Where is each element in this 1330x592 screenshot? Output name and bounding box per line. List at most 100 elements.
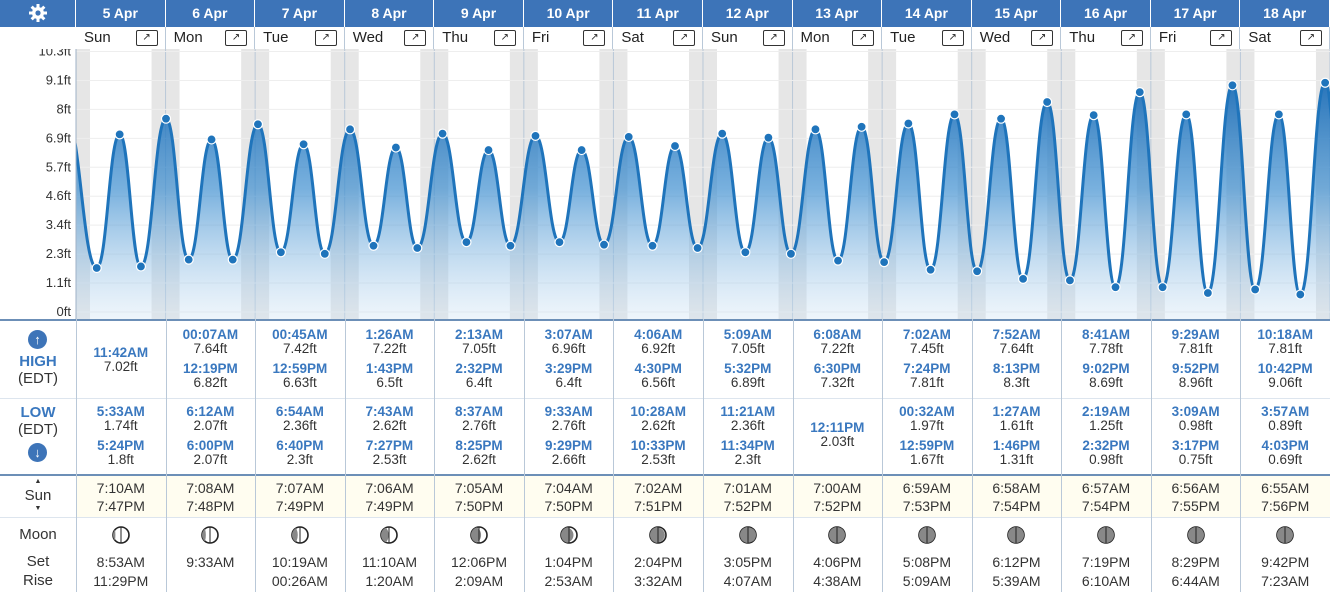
low-tide-time: 9:29PM	[544, 438, 593, 453]
low-top-border	[0, 398, 1330, 399]
high-tide-height: 7.22ft	[372, 341, 407, 356]
sunrise-time: 7:06AM	[365, 480, 414, 496]
weekday-cell: Wed ↗	[344, 27, 435, 49]
expand-day-button[interactable]: ↗	[225, 30, 248, 46]
high-tide-height: 7.22ft	[820, 341, 855, 356]
low-tide-height: 2.76ft	[462, 418, 496, 433]
moon-phase-icon	[828, 526, 847, 544]
weekday-cell: Thu ↗	[434, 27, 524, 49]
date-header-cell: 8 Apr	[344, 0, 435, 27]
high-tide-time: 6:08AM	[813, 327, 862, 342]
tide-point	[740, 247, 751, 258]
weekday-label: Fri	[531, 29, 550, 46]
tide-point	[319, 248, 330, 259]
tide-point	[412, 242, 423, 254]
low-tide-time: 3:09AM	[1171, 404, 1220, 419]
weekday-label: Sat	[621, 29, 644, 46]
high-tide-time: 2:32PM	[455, 361, 503, 376]
moonrise-time: 2:09AM	[454, 573, 504, 589]
sunrise-time: 7:01AM	[723, 480, 772, 496]
expand-icon: ↗	[858, 32, 868, 43]
weekday-cell: Wed ↗	[971, 27, 1062, 49]
weekday-label: Thu	[442, 29, 469, 46]
sunset-time: 7:48PM	[186, 498, 235, 514]
tide-area	[66, 82, 1330, 319]
expand-day-button[interactable]: ↗	[762, 30, 785, 46]
high-tide-height: 8.69ft	[1089, 375, 1123, 390]
moonset-time: 3:05PM	[723, 554, 772, 570]
expand-day-button[interactable]: ↗	[404, 30, 427, 46]
sunrise-time: 7:07AM	[275, 480, 325, 496]
moonrise-time: 6:44AM	[1171, 573, 1220, 589]
sunset-time: 7:52PM	[813, 498, 862, 514]
expand-day-button[interactable]: ↗	[135, 30, 158, 46]
expand-day-button[interactable]: ↗	[583, 30, 606, 46]
moonset-time: 6:12PM	[992, 554, 1041, 570]
tide-point	[275, 247, 286, 258]
high-tide-height: 7.64ft	[999, 341, 1034, 356]
expand-day-button[interactable]: ↗	[852, 30, 875, 46]
low-tide-height: 2.36ft	[730, 418, 765, 433]
table-column-divider	[613, 319, 615, 592]
expand-day-button[interactable]: ↗	[1210, 30, 1233, 46]
y-axis-panel	[0, 49, 76, 319]
high-tide-time: 5:09AM	[723, 327, 772, 342]
expand-icon: ↗	[1038, 32, 1047, 43]
moonset-time: 1:04PM	[544, 554, 593, 570]
moonset-time: 9:42PM	[1261, 554, 1310, 570]
table-column-divider	[971, 319, 973, 592]
low-tide-time: 8:37AM	[455, 404, 504, 419]
table-column-divider	[434, 319, 436, 592]
low-tide-height: 1.8ft	[107, 452, 134, 467]
moonset-time: 4:06PM	[813, 554, 862, 570]
high-tide-time: 5:32PM	[724, 361, 772, 376]
sunrise-time: 7:04AM	[544, 480, 593, 496]
high-tide-height: 7.45ft	[910, 341, 944, 356]
weekday-cell: Mon ↗	[792, 27, 883, 49]
expand-day-button[interactable]: ↗	[1120, 30, 1143, 46]
high-tide-height: 6.4ft	[465, 375, 493, 390]
weekday-cell: Tue ↗	[882, 27, 972, 49]
high-tide-time: 10:42PM	[1257, 361, 1313, 376]
settings-button[interactable]	[0, 0, 76, 27]
moonset-time: 12:06PM	[451, 554, 508, 570]
expand-day-button[interactable]: ↗	[1031, 30, 1054, 46]
sunset-time: 7:53PM	[902, 498, 952, 514]
high-tide-time: 8:41AM	[1082, 327, 1131, 342]
sunset-time: 7:52PM	[723, 498, 772, 514]
low-tide-height: 1.67ft	[910, 452, 944, 467]
low-tide-height: 1.25ft	[1089, 418, 1123, 433]
expand-day-button[interactable]: ↗	[672, 30, 695, 46]
high-tide-height: 6.4ft	[555, 375, 582, 390]
tide-point	[298, 139, 309, 150]
low-label: LOW	[20, 404, 56, 421]
tide-point	[1320, 77, 1330, 88]
moonrise-time: 6:10AM	[1081, 573, 1131, 589]
expand-day-button[interactable]: ↗	[941, 30, 964, 46]
tide-point	[879, 257, 890, 268]
table-top-border	[0, 319, 1330, 321]
expand-day-button[interactable]: ↗	[314, 30, 337, 46]
y-tick-label: 9.1ft	[46, 72, 72, 87]
moonset-time: 8:29PM	[1171, 554, 1220, 570]
high-label: HIGH	[19, 353, 57, 370]
expand-day-button[interactable]: ↗	[493, 30, 516, 46]
table-column-divider	[792, 319, 794, 592]
tide-point	[505, 240, 516, 251]
tide-point	[344, 124, 356, 135]
weekday-label: Fri	[1158, 29, 1177, 46]
moonset-time: 7:19PM	[1081, 554, 1131, 570]
tide-point	[368, 240, 379, 251]
moon-phase-icon	[380, 526, 399, 544]
tide-point	[810, 124, 821, 135]
high-tide-height: 7.81ft	[1178, 341, 1213, 356]
low-tide-height: 0.98ft	[1089, 452, 1123, 467]
low-tide-time: 1:46PM	[992, 438, 1041, 453]
weekday-label: Sun	[84, 29, 111, 46]
expand-day-button[interactable]: ↗	[1299, 30, 1322, 46]
tide-point	[623, 131, 634, 143]
moonrise-time: 4:07AM	[723, 573, 772, 589]
high-tide-time: 3:29PM	[544, 361, 593, 376]
moonset-time: 8:53AM	[96, 554, 145, 570]
moon-phase-icon	[470, 526, 488, 544]
